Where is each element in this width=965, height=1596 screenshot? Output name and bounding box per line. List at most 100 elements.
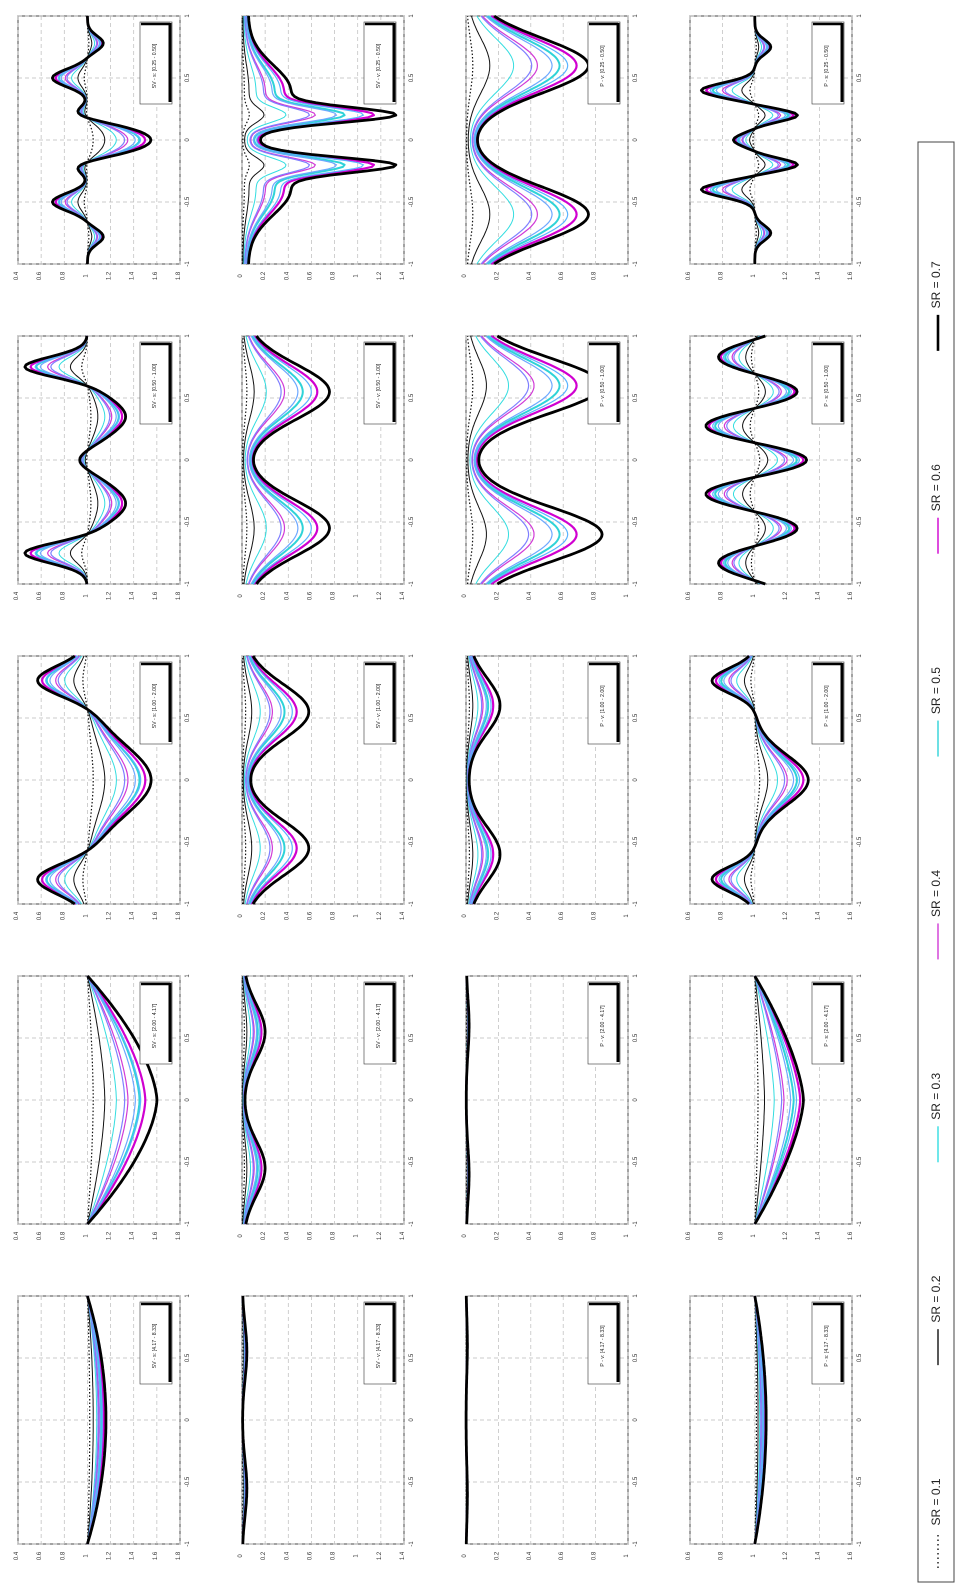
position-tick-label: -1 (857, 901, 863, 907)
chart-panel: 0.4 0.6 0.8 1 1.2 1.4 1.6 1.8-1 -0.5 0 0.5 1 SV - s:… (14, 1294, 191, 1561)
position-tick-label: 0 (857, 458, 863, 462)
position-tick-label: -0.5 (409, 516, 415, 527)
value-tick-label: 1 (624, 914, 630, 918)
value-tick-label: 0.2 (494, 271, 500, 280)
position-tick-label: -0.5 (409, 1156, 415, 1167)
chart-panel: 0 0.2 0.4 0.6 0.8 1 1.2 1.4-1 -0.5 0 0.5 1 SV - v: [… (238, 974, 415, 1241)
chart-panel: 0.6 0.8 1 1.2 1.4 1.6-1-0.500.51P - s: [0.25 … (686, 14, 863, 281)
position-tick-label: -1 (633, 901, 639, 907)
position-tick-label: -1 (185, 581, 191, 587)
value-tick-label: 1 (751, 1554, 757, 1558)
position-tick-label: 0.5 (633, 713, 639, 722)
value-tick-label: 1.4 (816, 1231, 822, 1240)
position-tick-label: -1 (409, 1221, 415, 1227)
panel-label: SV - s: [2.00 - 4.17] (152, 1003, 158, 1048)
position-tick-label: 1 (633, 974, 639, 978)
value-tick-label: 1.8 (176, 271, 182, 280)
value-tick-label: 0 (238, 274, 244, 278)
value-tick-label: 0.4 (527, 591, 533, 600)
value-tick-label: 1.2 (783, 271, 789, 280)
panel-label: P - s: [1.00 - 2.00] (824, 685, 830, 727)
panel-label: P - v: [4.17 - 8.33] (600, 1325, 606, 1367)
position-tick-label: 0 (185, 778, 191, 782)
panel-label: P - v: [0.50 - 1.00] (600, 365, 606, 407)
value-tick-label: 1.8 (176, 1551, 182, 1560)
position-tick-label: 1 (857, 334, 863, 338)
chart-panel: 0 0.2 0.4 0.6 0.8 1 -1 -0.5 0 0.5 1 P - v: [0.25 - … (462, 14, 639, 281)
position-tick-label: 0 (409, 138, 415, 142)
panel-label: SV - v: [0.50 - 1.00] (376, 363, 382, 408)
value-tick-label: 0.6 (307, 911, 313, 920)
position-tick-label: -1 (633, 581, 639, 587)
value-tick-label: 0.4 (14, 1551, 20, 1560)
position-tick-label: 0.5 (633, 73, 639, 82)
value-tick-label: 0.8 (718, 1551, 724, 1560)
chart-panel: 0.6 0.8 1 1.2 1.4 1.6-1-0.500.51P - s: [1.00 … (686, 654, 863, 921)
position-tick-label: 1 (409, 654, 415, 658)
position-tick-label: 0.5 (185, 713, 191, 722)
chart-panel: 0.4 0.6 0.8 1 1.2 1.4 1.6 1.8-1 -0.5 0 0.5 1 SV - s:… (14, 974, 191, 1241)
value-tick-label: 0.4 (284, 271, 290, 280)
value-tick-label: 0.6 (559, 911, 565, 920)
position-tick-label: -0.5 (857, 1476, 863, 1487)
value-tick-label: 1.6 (848, 271, 854, 280)
position-tick-label: -0.5 (185, 196, 191, 207)
position-tick-label: 0.5 (633, 393, 639, 402)
chart-panel: 0 0.2 0.4 0.6 0.8 1 -1 -0.5 0 0.5 1 P - v: [0.50 - … (462, 334, 639, 601)
position-tick-label: 1 (409, 334, 415, 338)
value-tick-label: 1 (83, 594, 89, 598)
chart-panel: 0 0.2 0.4 0.6 0.8 1 1.2 1.4-1 -0.5 0 0.5 1 SV - v: [… (238, 654, 415, 921)
panel-label: SV - s: [0.25 - 0.50] (152, 43, 158, 88)
value-tick-label: 0.4 (284, 591, 290, 600)
position-tick-label: 0 (857, 778, 863, 782)
position-tick-label: 0 (409, 1098, 415, 1102)
value-tick-label: 1.2 (107, 271, 113, 280)
legend-label: SR = 0.5 (929, 667, 943, 714)
value-tick-label: 0.4 (284, 1231, 290, 1240)
panel-label: P - v: [0.25 - 0.50] (600, 45, 606, 87)
value-tick-label: 1.4 (816, 591, 822, 600)
value-tick-label: 1 (83, 1554, 89, 1558)
legend-frame (918, 142, 954, 1582)
position-tick-label: 1 (185, 14, 191, 18)
value-tick-label: 1.4 (130, 911, 136, 920)
position-tick-label: 0.5 (185, 1033, 191, 1042)
position-tick-label: 0 (185, 1418, 191, 1422)
position-tick-label: -0.5 (409, 836, 415, 847)
value-tick-label: 1.4 (130, 271, 136, 280)
value-tick-label: 1.6 (848, 911, 854, 920)
value-tick-label: 1.2 (783, 1231, 789, 1240)
position-tick-label: 1 (857, 654, 863, 658)
position-tick-label: 0.5 (857, 713, 863, 722)
value-tick-label: 0.2 (261, 1231, 267, 1240)
value-tick-label: 0.6 (37, 271, 43, 280)
chart-panel: 0.6 0.8 1 1.2 1.4 1.6-1-0.500.51P - s: [0.50 … (686, 334, 863, 601)
value-tick-label: 1 (354, 274, 360, 278)
value-tick-label: 1.6 (153, 271, 159, 280)
value-tick-label: 0 (462, 594, 468, 598)
value-tick-label: 1 (354, 1554, 360, 1558)
value-tick-label: 0.8 (60, 911, 66, 920)
value-tick-label: 1 (624, 594, 630, 598)
panel-label: SV - v: [4.17 - 8.33] (376, 1323, 382, 1368)
position-tick-label: -0.5 (185, 836, 191, 847)
value-tick-label: 0.4 (527, 911, 533, 920)
position-tick-label: 1 (633, 1294, 639, 1298)
value-tick-label: 0.4 (527, 1231, 533, 1240)
panel-label: SV - s: [4.17 - 8.33] (152, 1323, 158, 1368)
position-tick-label: -1 (633, 1221, 639, 1227)
position-tick-label: 0 (633, 138, 639, 142)
value-tick-label: 1 (751, 914, 757, 918)
value-tick-label: 0 (238, 594, 244, 598)
position-tick-label: -0.5 (633, 836, 639, 847)
panel-label: P - v: [2.00 - 4.17] (600, 1005, 606, 1047)
value-tick-label: 0.6 (37, 1231, 43, 1240)
position-tick-label: -0.5 (633, 1156, 639, 1167)
value-tick-label: 0.8 (718, 911, 724, 920)
value-tick-label: 1.4 (816, 911, 822, 920)
position-tick-label: 0 (633, 458, 639, 462)
position-tick-label: -0.5 (633, 1476, 639, 1487)
value-tick-label: 1.4 (400, 271, 406, 280)
position-tick-label: -1 (857, 261, 863, 267)
